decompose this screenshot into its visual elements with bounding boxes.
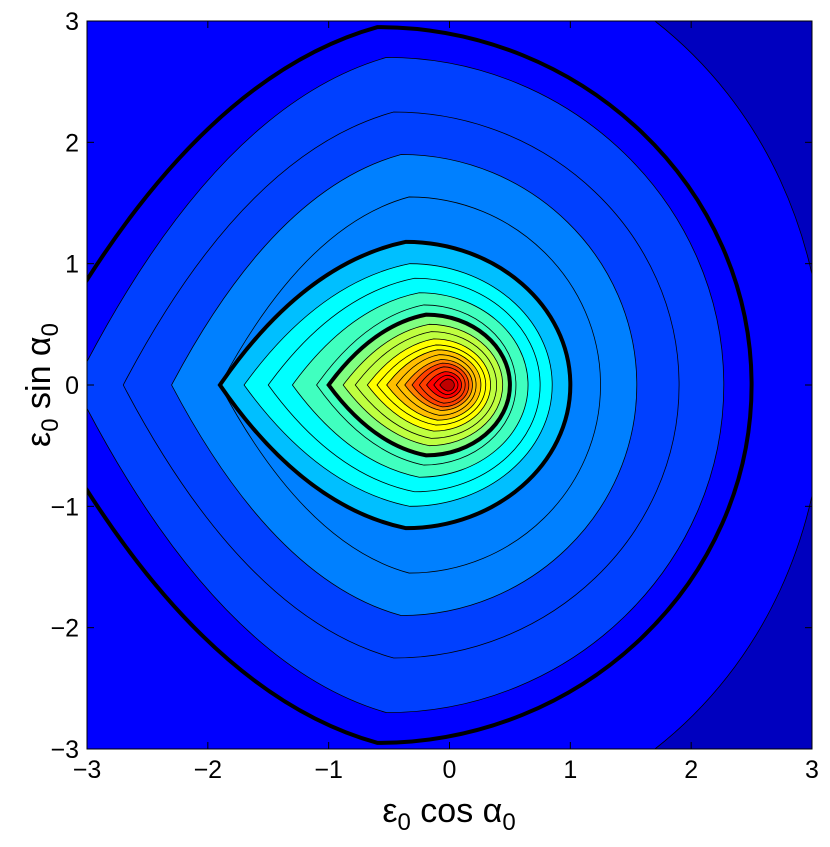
contour-line-8 (267, 277, 541, 493)
x-tick-label: −1 (314, 756, 343, 784)
y-tick-label: 0 (65, 372, 79, 400)
y-axis: −3 −2 −1 0 1 2 3 (50, 8, 812, 764)
y-tick-label: −1 (50, 493, 79, 521)
contour-line-20 (418, 366, 466, 404)
contour-corner-band (654, 21, 812, 749)
contour-line-4 (171, 154, 638, 616)
plot-area (87, 21, 812, 749)
contour-line-12 (342, 323, 504, 447)
x-tick-label: 3 (805, 756, 819, 784)
contour-line-23 (439, 378, 455, 392)
x-axis: −3 −2 −1 0 1 2 3 (73, 21, 819, 784)
y-tick-label: −3 (50, 736, 79, 764)
y-axis-label: ε0 sin α0 (20, 323, 64, 447)
contour-line-14 (366, 338, 491, 432)
y-tick-label: 1 (65, 251, 79, 279)
contour-line-16 (386, 349, 482, 421)
x-tick-label: −3 (73, 756, 102, 784)
contour-region-23 (439, 378, 455, 392)
contour-lines (87, 25, 754, 745)
x-tick-label: 0 (443, 756, 457, 784)
y-tick-label: 2 (65, 129, 79, 157)
x-tick-label: 1 (563, 756, 577, 784)
contour-line-2 (87, 56, 725, 714)
contour-line-6 (217, 239, 573, 531)
contour-line-22 (433, 374, 459, 396)
contour-line-3 (122, 111, 680, 659)
contour-line-10 (316, 304, 517, 466)
contour-line-11 (326, 312, 512, 458)
contour-line-13 (354, 331, 498, 439)
contour-line-7 (243, 263, 553, 507)
contour-line-18 (404, 359, 473, 411)
y-tick-label: 3 (65, 8, 79, 36)
contour-line-21 (426, 371, 462, 399)
contour-line-1 (87, 25, 754, 745)
y-tick-label: −2 (50, 615, 79, 643)
contour-line-19 (411, 362, 470, 408)
x-tick-label: −2 (194, 756, 223, 784)
contour-line-15 (376, 344, 487, 426)
x-tick-label: 2 (684, 756, 698, 784)
contour-line-9 (291, 292, 529, 478)
contour-line-17 (395, 354, 477, 416)
x-axis-label: ε0 cos α0 (382, 792, 515, 836)
contour-line-5 (219, 196, 601, 574)
